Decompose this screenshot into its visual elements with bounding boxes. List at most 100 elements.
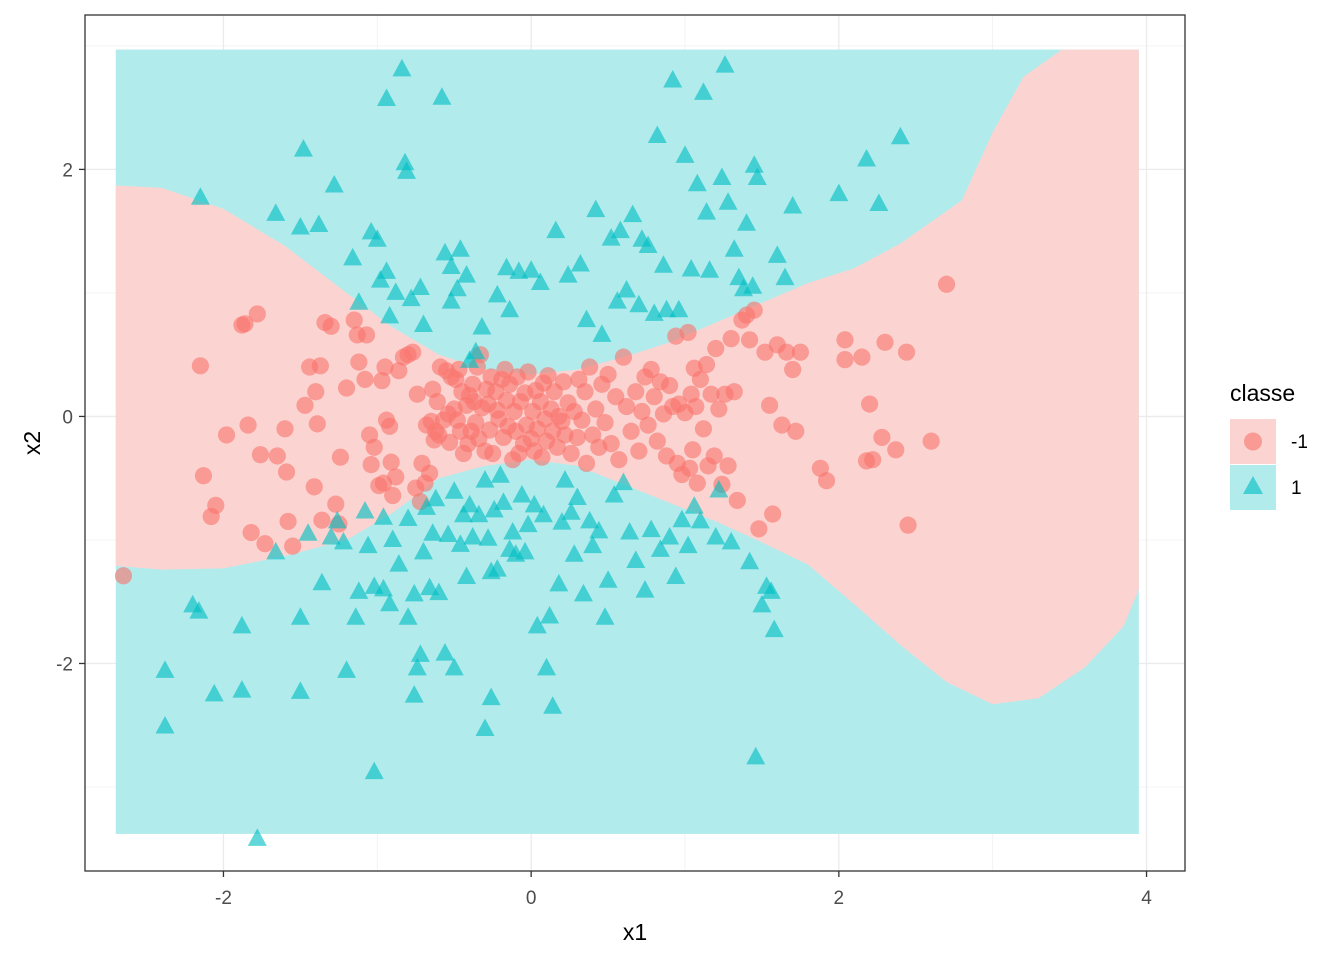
data-point-class-1 [475,470,495,488]
data-point-class-1 [377,261,397,279]
data-point-class-neg1 [404,343,422,361]
data-point-class-1 [441,291,461,309]
data-point-class-1 [450,239,470,257]
data-point-class-neg1 [679,323,697,342]
data-point-class-1 [247,828,267,846]
data-point-class-1 [444,481,464,499]
data-point-class-1 [709,480,729,498]
data-point-class-1 [453,504,473,523]
data-point-class-neg1 [239,416,257,434]
data-point-class-1 [481,687,501,706]
data-point-class-neg1 [331,448,349,466]
data-point-class-1 [783,195,803,214]
data-point-class-neg1 [277,463,296,481]
data-point-class-1 [503,522,523,540]
data-point-class-1 [204,683,224,702]
data-point-class-neg1 [337,379,356,397]
region-class-neg1 [115,49,1139,705]
data-point-class-1 [429,582,449,601]
legend-label-neg1: -1 [1291,432,1308,453]
data-point-class-1 [533,504,553,523]
data-point-class-1 [647,125,667,144]
data-point-class-neg1 [464,375,482,393]
data-point-class-neg1 [484,444,502,463]
data-point-class-1 [349,292,369,310]
data-point-class-neg1 [773,416,791,434]
data-point-class-neg1 [728,491,746,510]
data-point-class-1 [869,193,889,211]
data-point-class-1 [386,282,406,300]
data-point-class-neg1 [307,383,325,401]
data-point-class-1 [395,152,415,171]
data-point-class-1 [718,192,738,210]
data-point-class-neg1 [876,333,894,351]
data-point-class-1 [613,472,633,491]
legend-title: classe [1230,380,1295,406]
data-point-class-1 [623,204,643,223]
data-point-class-1 [380,305,400,324]
y-axis: -2 0 2 [56,160,85,675]
data-point-class-1 [635,580,655,598]
data-point-class-1 [407,657,427,676]
data-point-class-1 [583,535,603,554]
data-point-class-neg1 [376,358,394,376]
data-point-class-1 [775,267,795,286]
data-point-class-neg1 [581,358,599,376]
data-point-class-1 [546,220,566,239]
data-point-class-1 [598,570,618,588]
y-tick-label: 2 [62,160,73,181]
data-point-class-1 [764,619,784,638]
data-point-class-neg1 [784,360,802,379]
data-point-class-1 [469,504,489,523]
data-point-class-1 [761,581,781,599]
data-point-class-neg1 [873,428,891,447]
data-point-class-neg1 [217,426,236,444]
data-point-class-neg1 [322,317,340,335]
data-point-class-neg1 [645,388,663,406]
data-point-class-1 [343,247,363,266]
data-point-class-1 [346,607,366,625]
data-point-class-1 [681,258,701,277]
data-point-class-1 [518,514,538,533]
data-point-class-1 [666,566,686,585]
y-tick-label: 0 [62,407,73,428]
data-point-class-neg1 [568,428,586,447]
data-point-class-neg1 [248,305,266,323]
data-point-class-1 [266,541,286,560]
data-point-class-neg1 [684,441,702,459]
data-point-class-1 [435,643,455,661]
data-point-class-1 [358,535,378,554]
data-point-class-1 [293,139,313,157]
data-point-class-1 [380,593,400,612]
data-point-class-1 [487,559,507,577]
data-point-class-neg1 [519,363,537,381]
data-point-class-1 [515,541,535,560]
data-point-class-neg1 [791,343,809,361]
data-point-class-1 [355,501,375,519]
data-points [114,55,956,846]
data-point-class-1 [466,341,486,360]
data-point-class-1 [752,594,772,613]
data-point-class-neg1 [573,411,591,429]
x-tick-label: 4 [1141,888,1152,909]
data-point-class-neg1 [610,451,628,469]
data-point-class-neg1 [268,447,286,465]
data-point-class-neg1 [705,447,723,465]
data-point-class-1 [577,309,597,328]
data-point-class-neg1 [408,385,426,403]
data-point-class-neg1 [697,355,716,374]
data-point-class-1 [678,535,698,554]
data-point-class-neg1 [467,414,485,432]
data-point-class-1 [392,58,412,77]
data-point-class-1 [660,526,680,545]
data-point-class-1 [232,680,252,698]
data-point-class-neg1 [764,505,782,523]
data-point-class-1 [601,228,621,246]
data-point-class-1 [697,202,717,220]
data-point-class-neg1 [596,414,614,432]
data-point-class-1 [312,572,332,591]
data-point-class-1 [675,145,695,163]
data-point-class-1 [404,685,424,703]
data-point-class-1 [500,299,520,318]
